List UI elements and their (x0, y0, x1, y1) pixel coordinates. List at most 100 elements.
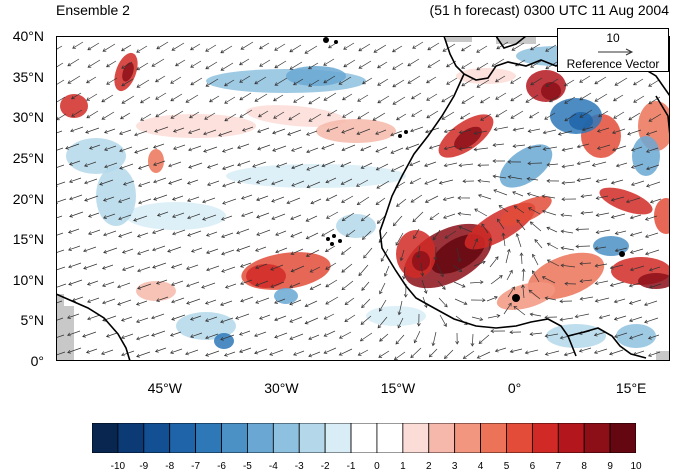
anomaly-contour (596, 182, 655, 220)
wind-arrow (186, 350, 198, 355)
wind-arrow (478, 179, 490, 182)
wind-arrow (154, 195, 167, 200)
wind-arrow (577, 178, 591, 182)
wind-arrow (291, 232, 302, 237)
wind-arrow (237, 246, 250, 251)
wind-arrow (496, 110, 507, 117)
wind-arrow (576, 228, 589, 231)
wind-arrow (222, 250, 234, 255)
wind-arrow (378, 62, 387, 68)
wind-arrow (255, 349, 267, 354)
wind-arrow (488, 314, 500, 318)
no-data-patch (446, 36, 472, 42)
wind-arrow (362, 299, 370, 308)
wind-arrow (152, 314, 164, 319)
wind-arrow (547, 163, 558, 166)
wind-arrow (87, 94, 97, 100)
wind-arrow (206, 62, 217, 69)
colorbar-tick-label: 3 (452, 461, 458, 472)
wind-arrow (430, 213, 439, 220)
colorbar-tick-label: -2 (321, 461, 330, 472)
wind-arrow (294, 351, 304, 355)
wind-arrow (358, 95, 368, 101)
wind-arrow (425, 162, 436, 167)
wind-arrow (238, 144, 249, 149)
wind-arrow (56, 80, 64, 87)
wind-arrow (596, 213, 609, 217)
wind-arrow (238, 161, 250, 166)
wind-arrow (188, 180, 198, 184)
wind-arrow (393, 46, 402, 52)
colorbar-tick-label: -6 (217, 461, 226, 472)
wind-arrow (257, 213, 269, 218)
wind-arrow (120, 130, 131, 135)
island (398, 134, 402, 138)
wind-arrow (443, 197, 454, 201)
wind-arrow (172, 43, 184, 50)
wind-arrow (191, 78, 202, 85)
wind-arrow (595, 298, 609, 302)
wind-arrow (545, 351, 559, 355)
wind-arrow (439, 298, 447, 307)
wind-arrow (137, 46, 147, 52)
longitude-tick-label: 45°W (148, 380, 182, 396)
colorbar-swatch (118, 423, 144, 453)
wind-arrow (221, 46, 232, 53)
wind-arrow (340, 332, 351, 338)
wind-arrow (276, 248, 287, 253)
wind-arrow (189, 163, 202, 168)
wind-arrow (596, 179, 607, 183)
wind-arrow (429, 349, 437, 357)
wind-arrow (326, 280, 337, 287)
wind-arrow (306, 216, 317, 221)
colorbar-tick-label: -9 (139, 461, 148, 472)
wind-arrow (102, 112, 114, 119)
wind-arrow (326, 246, 335, 252)
wind-arrow (528, 193, 539, 197)
wind-arrow (87, 111, 98, 118)
wind-arrow (579, 348, 591, 352)
wind-arrow (305, 46, 317, 53)
wind-arrow (462, 45, 471, 51)
wind-arrow (102, 95, 113, 102)
wind-arrow (156, 348, 166, 352)
wind-arrow (565, 80, 574, 86)
no-data-patch (496, 36, 536, 44)
wind-arrow (458, 196, 470, 199)
wind-arrow (73, 297, 83, 301)
wind-arrow (240, 331, 250, 335)
wind-arrow (562, 181, 575, 184)
wind-arrow (173, 196, 183, 200)
wind-arrow (634, 79, 643, 85)
wind-arrow (487, 296, 497, 301)
wind-arrow (376, 198, 385, 205)
wind-arrow (186, 95, 198, 102)
wind-arrow (397, 199, 406, 206)
wind-arrow (425, 179, 437, 184)
wind-arrow (139, 182, 150, 187)
colorbar (92, 423, 636, 453)
wind-arrow (242, 212, 253, 217)
wind-arrow (357, 197, 369, 205)
wind-arrow (288, 130, 301, 135)
wind-arrow (411, 127, 423, 132)
wind-arrow (630, 215, 641, 219)
wind-arrow (137, 335, 149, 340)
wind-arrow (154, 178, 166, 183)
colorbar-tick-label: 6 (530, 461, 536, 472)
wind-arrow (345, 298, 354, 305)
wind-arrow (358, 112, 369, 119)
wind-arrow (513, 144, 525, 147)
wind-arrow (156, 93, 166, 99)
wind-arrow (206, 45, 216, 51)
island (332, 234, 336, 238)
island (619, 251, 625, 257)
wind-arrow (432, 332, 436, 346)
wind-arrow (649, 80, 659, 86)
wind-arrow (324, 93, 336, 100)
anomaly-contour (569, 112, 593, 130)
wind-arrow (89, 230, 100, 235)
wind-arrow (256, 298, 269, 303)
wind-arrow (525, 350, 538, 354)
wind-arrow (122, 334, 133, 339)
